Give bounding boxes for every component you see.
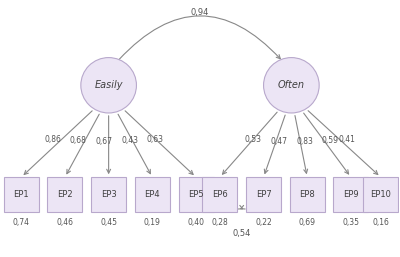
Text: EP5: EP5 bbox=[188, 190, 204, 199]
Text: EP1: EP1 bbox=[14, 190, 29, 199]
Text: EP6: EP6 bbox=[212, 190, 228, 199]
Text: 0,94: 0,94 bbox=[191, 8, 209, 17]
Text: Often: Often bbox=[278, 80, 305, 90]
Text: 0,28: 0,28 bbox=[212, 218, 228, 227]
Text: EP3: EP3 bbox=[101, 190, 116, 199]
Text: 0,83: 0,83 bbox=[296, 137, 313, 146]
Text: 0,41: 0,41 bbox=[339, 135, 356, 144]
Ellipse shape bbox=[81, 58, 136, 113]
Bar bbox=[334, 177, 368, 212]
Bar bbox=[246, 177, 281, 212]
Bar bbox=[48, 177, 82, 212]
Bar bbox=[178, 177, 214, 212]
Text: 0,69: 0,69 bbox=[299, 218, 316, 227]
Text: 0,45: 0,45 bbox=[100, 218, 117, 227]
Text: 0,19: 0,19 bbox=[144, 218, 161, 227]
Text: 0,86: 0,86 bbox=[44, 135, 61, 144]
Text: 0,46: 0,46 bbox=[56, 218, 74, 227]
Text: 0,54: 0,54 bbox=[232, 228, 251, 237]
Text: 0,35: 0,35 bbox=[342, 218, 360, 227]
Text: 0,67: 0,67 bbox=[95, 137, 112, 146]
Bar bbox=[135, 177, 170, 212]
Text: 0,40: 0,40 bbox=[188, 218, 204, 227]
Text: EP4: EP4 bbox=[144, 190, 160, 199]
Text: 0,59: 0,59 bbox=[322, 136, 339, 145]
Text: 0,47: 0,47 bbox=[270, 136, 287, 145]
Bar bbox=[202, 177, 237, 212]
Text: 0,16: 0,16 bbox=[372, 218, 389, 227]
Text: 0,43: 0,43 bbox=[121, 136, 138, 145]
Text: 0,74: 0,74 bbox=[13, 218, 30, 227]
Text: EP2: EP2 bbox=[57, 190, 73, 199]
Text: 0,53: 0,53 bbox=[245, 135, 262, 144]
Ellipse shape bbox=[264, 58, 319, 113]
Bar bbox=[91, 177, 126, 212]
Text: EP10: EP10 bbox=[370, 190, 391, 199]
Text: EP8: EP8 bbox=[299, 190, 315, 199]
Text: Easily: Easily bbox=[94, 80, 123, 90]
Bar bbox=[290, 177, 325, 212]
Bar bbox=[363, 177, 398, 212]
Text: 0,63: 0,63 bbox=[146, 135, 163, 144]
Text: EP7: EP7 bbox=[256, 190, 272, 199]
Bar bbox=[4, 177, 39, 212]
Text: 0,68: 0,68 bbox=[70, 136, 86, 145]
Text: 0,22: 0,22 bbox=[255, 218, 272, 227]
Text: EP9: EP9 bbox=[343, 190, 359, 199]
